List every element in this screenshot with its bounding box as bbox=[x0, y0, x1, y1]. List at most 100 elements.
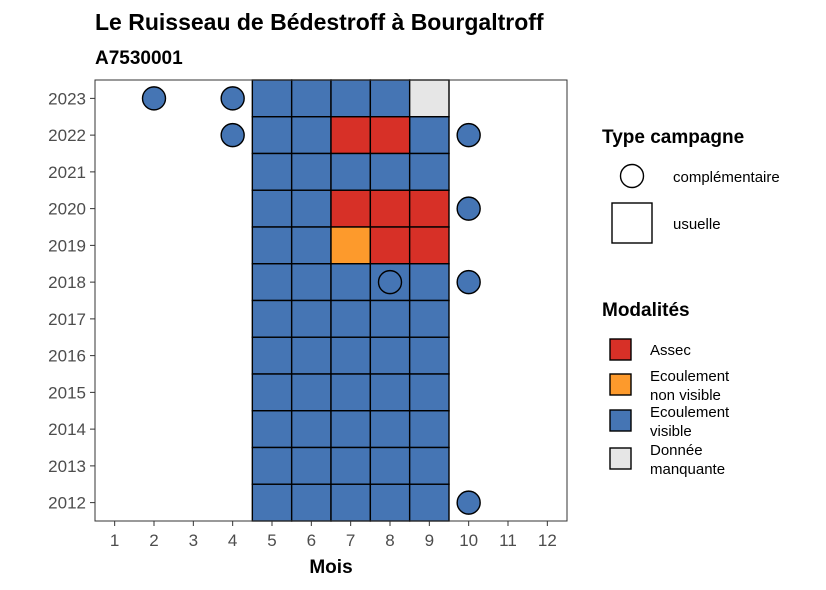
tile-usuelle bbox=[290, 336, 332, 375]
tile-usuelle bbox=[290, 263, 332, 302]
tile-usuelle bbox=[408, 263, 450, 302]
y-tick-label: 2016 bbox=[48, 347, 86, 366]
tile-usuelle bbox=[369, 116, 411, 155]
tile-usuelle bbox=[251, 410, 293, 449]
x-axis: 1 2 3 4 5 6 7 8 9 10 11 12 bbox=[110, 521, 557, 550]
tile-usuelle bbox=[330, 336, 372, 375]
x-tick-label: 2 bbox=[149, 531, 158, 550]
legend-title-modalites: Modalités bbox=[602, 300, 690, 321]
tile-usuelle bbox=[251, 373, 293, 412]
tile-usuelle bbox=[330, 152, 372, 191]
legend-title-type-campagne: Type campagne bbox=[602, 127, 744, 148]
tile-usuelle bbox=[369, 79, 411, 118]
tile-usuelle bbox=[251, 483, 293, 522]
point-complementaire bbox=[220, 86, 245, 111]
legend: Type campagne complémentaire usuelle Modali… bbox=[602, 127, 780, 478]
y-axis: 2012 2013 2014 2015 2016 2017 2018 2019 2020 2021… bbox=[48, 89, 95, 513]
tile-usuelle bbox=[330, 263, 372, 302]
point-complementaire bbox=[141, 86, 167, 111]
tile-usuelle bbox=[251, 299, 293, 338]
point-complementaire bbox=[377, 269, 403, 295]
legend-key-modalite bbox=[609, 447, 632, 470]
tile-usuelle bbox=[408, 410, 450, 449]
y-tick-label: 2022 bbox=[48, 126, 86, 145]
tile-usuelle bbox=[251, 189, 293, 228]
legend-key-modalite bbox=[609, 409, 632, 432]
x-tick-label: 8 bbox=[385, 531, 394, 550]
tile-usuelle bbox=[369, 152, 411, 191]
y-tick-label: 2014 bbox=[48, 420, 86, 439]
tile-usuelle bbox=[290, 299, 332, 338]
point-complementaire bbox=[456, 269, 481, 295]
tile-usuelle bbox=[290, 152, 332, 191]
tile-usuelle bbox=[290, 226, 332, 265]
tile-usuelle bbox=[290, 483, 332, 522]
tile-usuelle bbox=[330, 446, 372, 485]
tile-usuelle bbox=[408, 116, 450, 155]
tile-usuelle bbox=[251, 226, 293, 265]
tile-usuelle bbox=[408, 189, 450, 228]
x-axis-title: Mois bbox=[309, 557, 352, 578]
tile-usuelle bbox=[290, 446, 332, 485]
tile-usuelle bbox=[369, 446, 411, 485]
point-complementaire bbox=[456, 196, 481, 221]
tile-usuelle bbox=[369, 373, 411, 412]
legend-label-modalite: Ecoulement non visible bbox=[650, 368, 730, 404]
tile-usuelle bbox=[290, 79, 332, 118]
legend-label-usuelle: usuelle bbox=[673, 216, 721, 233]
x-tick-label: 3 bbox=[189, 531, 198, 550]
tile-usuelle bbox=[290, 373, 332, 412]
tile-usuelle bbox=[251, 336, 293, 375]
tile-usuelle bbox=[408, 483, 450, 522]
y-tick-label: 2023 bbox=[48, 89, 86, 108]
y-tick-label: 2021 bbox=[48, 163, 86, 182]
x-tick-label: 5 bbox=[267, 531, 276, 550]
tile-usuelle bbox=[408, 79, 450, 118]
x-tick-label: 11 bbox=[499, 531, 517, 550]
tile-usuelle bbox=[290, 116, 332, 155]
legend-key-usuelle bbox=[611, 202, 653, 244]
x-tick-label: 1 bbox=[110, 531, 119, 550]
tile-usuelle bbox=[330, 373, 372, 412]
x-tick-label: 4 bbox=[228, 531, 237, 550]
x-tick-label: 9 bbox=[425, 531, 434, 550]
tile-usuelle bbox=[251, 152, 293, 191]
x-tick-label: 10 bbox=[459, 531, 478, 550]
legend-key-modalite bbox=[609, 373, 632, 396]
tile-usuelle bbox=[330, 226, 372, 265]
tile-usuelle bbox=[369, 189, 411, 228]
chart-subtitle: A7530001 bbox=[95, 48, 183, 69]
x-tick-label: 12 bbox=[538, 531, 557, 550]
tile-usuelle bbox=[408, 226, 450, 265]
legend-key-modalite bbox=[609, 338, 632, 361]
tile-usuelle bbox=[369, 336, 411, 375]
y-tick-label: 2013 bbox=[48, 457, 86, 476]
panel-border bbox=[94, 79, 568, 522]
tile-usuelle bbox=[251, 116, 293, 155]
y-tick-label: 2020 bbox=[48, 200, 86, 219]
tile-usuelle bbox=[251, 79, 293, 118]
tile-usuelle bbox=[408, 446, 450, 485]
x-tick-label: 6 bbox=[307, 531, 316, 550]
tile-usuelle bbox=[251, 446, 293, 485]
point-complementaire bbox=[456, 122, 481, 148]
tile-usuelle bbox=[408, 152, 450, 191]
tile-usuelle bbox=[290, 410, 332, 449]
plot-area bbox=[94, 79, 568, 522]
y-tick-label: 2019 bbox=[48, 236, 86, 255]
legend-label-complementaire: complémentaire bbox=[673, 169, 780, 186]
y-tick-label: 2017 bbox=[48, 310, 86, 329]
tile-usuelle bbox=[408, 299, 450, 338]
legend-label-modalite: Donnée manquante bbox=[650, 442, 725, 478]
tile-usuelle bbox=[408, 336, 450, 375]
tile-usuelle bbox=[330, 116, 372, 155]
tile-usuelle bbox=[251, 263, 293, 302]
tile-usuelle bbox=[408, 373, 450, 412]
tile-usuelle bbox=[290, 189, 332, 228]
tile-usuelle bbox=[369, 410, 411, 449]
tile-usuelle bbox=[330, 189, 372, 228]
tile-usuelle bbox=[369, 483, 411, 522]
tile-usuelle bbox=[330, 299, 372, 338]
tile-usuelle bbox=[330, 483, 372, 522]
